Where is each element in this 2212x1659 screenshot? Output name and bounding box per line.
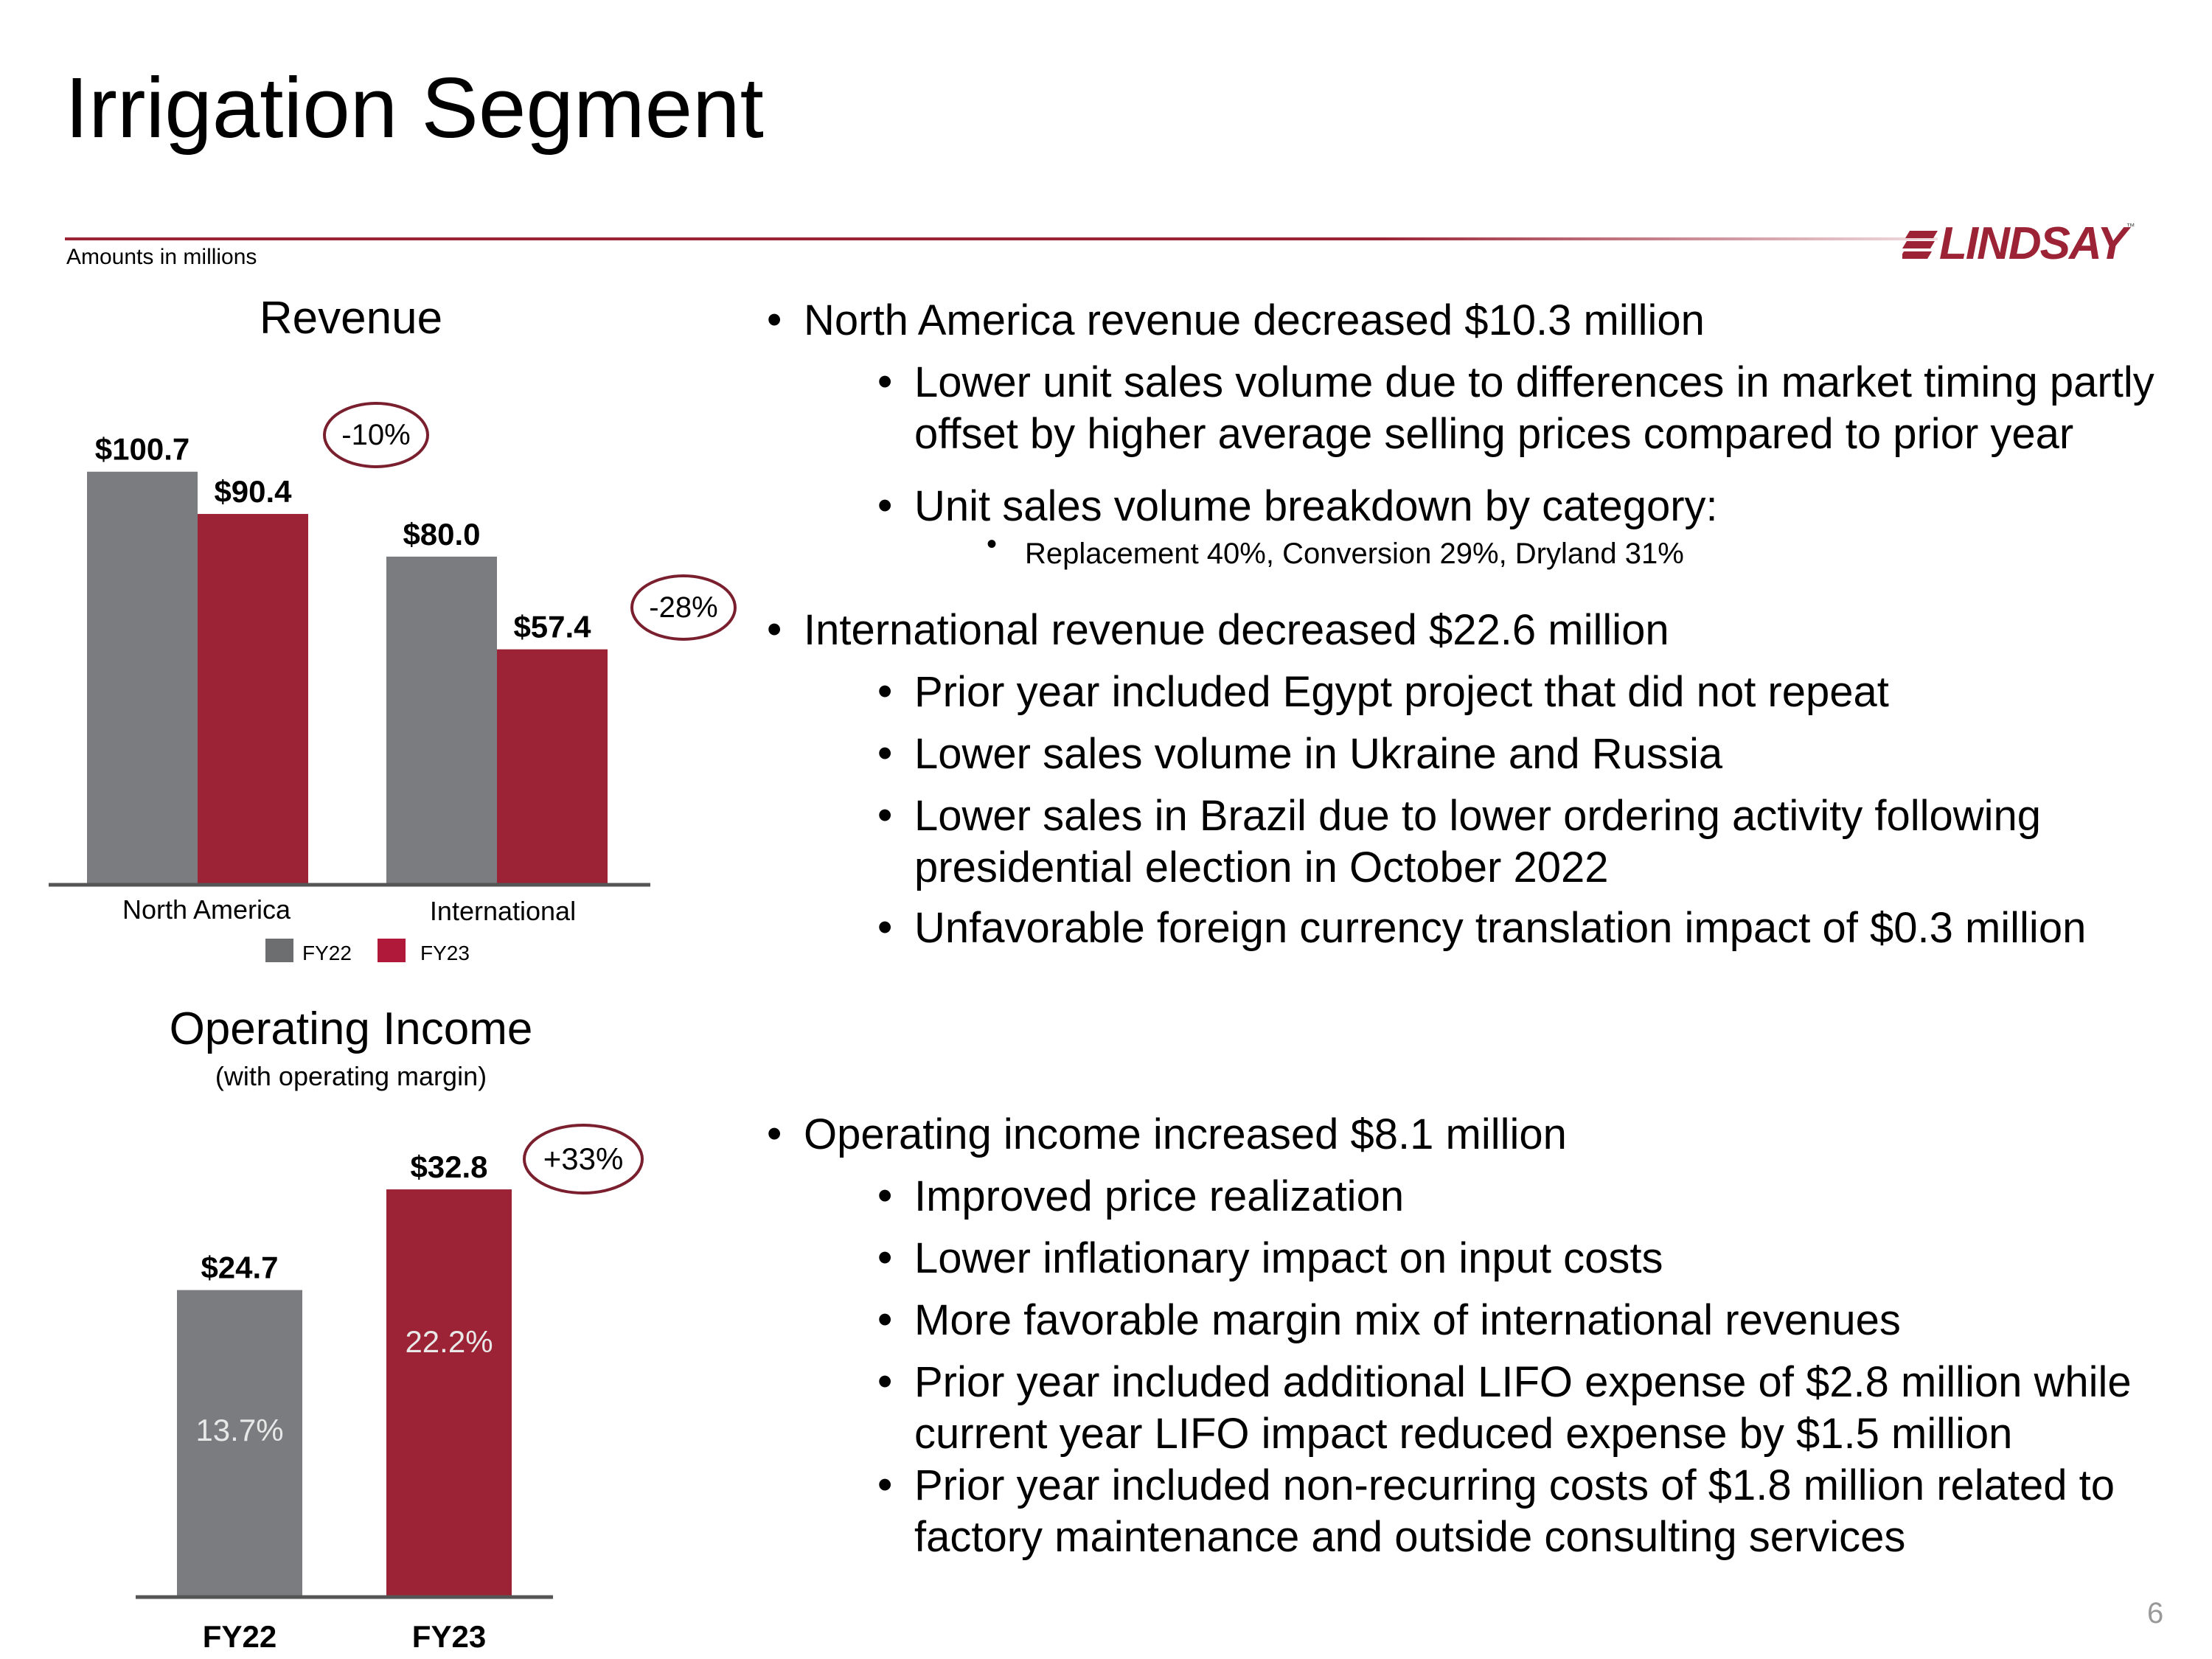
company-logo: LINDSAY™ [1899, 218, 2135, 269]
bar-value-label: $100.7 [95, 432, 189, 467]
bullet-text: Prior year included additional LIFO expe… [914, 1358, 2132, 1458]
bullet-text: Lower inflationary impact on input costs [914, 1234, 1663, 1282]
bar-value-label: $32.8 [410, 1150, 487, 1184]
revenue-change-label: -10% [341, 419, 410, 451]
logo-text: LINDSAY [1939, 218, 2128, 269]
logo-stripes-icon [1899, 231, 1938, 259]
bullet-text: Lower unit sales volume due to differenc… [914, 358, 2154, 458]
operating-income-chart: Operating Income (with operating margin)… [136, 1004, 644, 1654]
margin-label: 13.7% [195, 1413, 283, 1447]
bullet-icon: • [877, 729, 893, 777]
legend-label: FY23 [420, 942, 470, 964]
revenue-category-label: North America [122, 894, 291, 925]
bullet-icon: • [877, 903, 893, 951]
bullet-text: North America revenue decreased $10.3 mi… [804, 296, 1705, 344]
legend-swatch-fy23 [378, 939, 406, 962]
bullet-icon: • [987, 528, 998, 560]
page-title: Irrigation Segment [65, 60, 764, 156]
bullet-text: Prior year included Egypt project that d… [914, 668, 1889, 716]
bullet-icon: • [877, 1295, 893, 1343]
bullet-text: Operating income increased $8.1 million [804, 1110, 1567, 1158]
bar-fy23 [386, 1189, 512, 1597]
bullet-text: More favorable margin mix of internation… [914, 1296, 1901, 1344]
revenue-change-label: -28% [649, 591, 717, 624]
bar-fy22 [87, 471, 198, 885]
bullet-icon: • [877, 481, 893, 529]
bullet-text: Prior year included non-recurring costs … [914, 1461, 2115, 1561]
legend-swatch-fy22 [265, 939, 293, 962]
bullet-text: Unit sales volume breakdown by category: [914, 482, 1718, 530]
income-chart-title: Operating Income [170, 1004, 533, 1054]
logo-trademark: ™ [2126, 221, 2135, 232]
units-note: Amounts in millions [66, 245, 257, 269]
page-number: 6 [2147, 1597, 2164, 1630]
bar-value-label: $90.4 [214, 474, 292, 509]
bullet-icon: • [877, 791, 893, 839]
bullet-text: International revenue decreased $22.6 mi… [804, 606, 1669, 654]
bar-fy22 [386, 556, 497, 885]
bar-fy23 [198, 514, 308, 885]
bullet-icon: • [877, 1461, 893, 1509]
bullet-icon: • [877, 1357, 893, 1405]
bullet-text: Lower sales volume in Ukraine and Russia [914, 730, 1723, 778]
bar-value-label: $80.0 [403, 517, 480, 552]
bullet-icon: • [767, 605, 782, 653]
bar-fy22 [177, 1290, 302, 1597]
revenue-chart: Revenue $100.7 $80.0 $90.4 $57.4 North Amer… [49, 293, 737, 964]
income-change-label: +33% [543, 1141, 624, 1176]
bar-value-label: $57.4 [513, 610, 591, 644]
bullet-text: Unfavorable foreign currency translation… [914, 904, 2087, 952]
income-change-badge [523, 1124, 644, 1194]
bullet-text: Lower sales in Brazil due to lower order… [914, 792, 2042, 891]
bullet-icon: • [877, 1234, 893, 1281]
bar-value-label: $24.7 [201, 1251, 278, 1285]
income-category-label: FY22 [203, 1619, 276, 1654]
margin-label: 22.2% [405, 1324, 493, 1359]
legend-label: FY22 [302, 942, 352, 964]
header-divider [65, 237, 1938, 240]
bullet-text: Replacement 40%, Conversion 29%, Dryland… [1025, 538, 1684, 570]
bullet-icon: • [877, 667, 893, 715]
income-chart-subtitle: (with operating margin) [215, 1061, 487, 1091]
bullet-icon: • [877, 1172, 893, 1220]
income-category-label: FY23 [412, 1619, 486, 1654]
bar-fy23 [497, 649, 608, 885]
revenue-change-badge [630, 574, 737, 641]
bullet-icon: • [767, 1110, 782, 1158]
revenue-change-badge [323, 402, 429, 468]
revenue-chart-title: Revenue [260, 293, 442, 344]
bullet-text: Improved price realization [914, 1172, 1405, 1220]
bullet-icon: • [877, 358, 893, 406]
bullet-icon: • [767, 296, 782, 344]
revenue-category-label: International [430, 896, 576, 926]
